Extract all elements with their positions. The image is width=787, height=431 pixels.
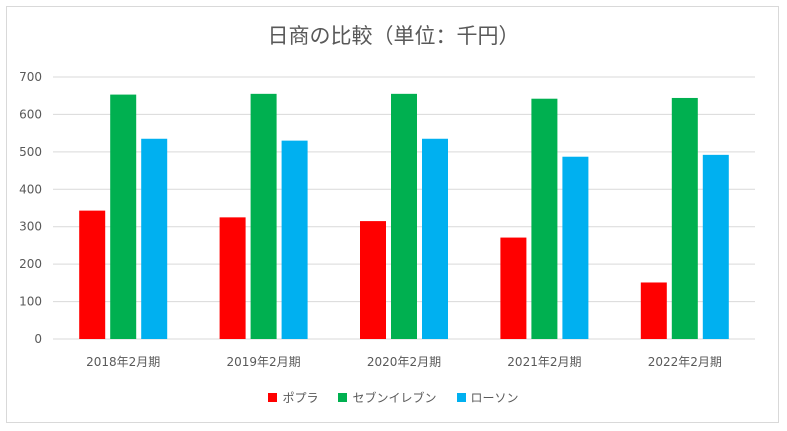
- x-tick-label: 2021年2月期: [507, 355, 581, 369]
- x-tick-label: 2020年2月期: [367, 355, 441, 369]
- y-tick-label: 100: [19, 295, 42, 309]
- bar: [500, 237, 527, 339]
- chart-legend: ポプラ セブンイレブン ローソン: [0, 389, 787, 406]
- bar: [250, 93, 277, 339]
- bar: [422, 138, 448, 339]
- bar: [281, 140, 308, 339]
- y-tick-label: 400: [19, 182, 42, 196]
- legend-label: ローソン: [470, 391, 519, 405]
- chart-title: 日商の比較（単位：千円）: [267, 24, 520, 48]
- legend-label: セブンイレブン: [352, 391, 437, 405]
- legend-swatch: [268, 393, 278, 402]
- legend-swatch: [338, 393, 348, 402]
- bar: [360, 221, 386, 339]
- x-tick-label: 2022年2月期: [648, 355, 722, 369]
- legend-item: セブンイレブン: [338, 389, 437, 406]
- bar: [141, 138, 168, 339]
- legend-item: ポプラ: [268, 389, 318, 406]
- legend-label: ポプラ: [282, 391, 319, 405]
- x-tick-label: 2019年2月期: [227, 355, 301, 369]
- y-tick-label: 300: [19, 220, 42, 234]
- y-tick-label: 0: [34, 332, 42, 346]
- bar: [79, 210, 106, 339]
- y-tick-label: 600: [19, 107, 42, 121]
- bar: [391, 93, 417, 339]
- legend-item: ローソン: [456, 389, 519, 406]
- y-tick-label: 200: [19, 257, 42, 271]
- bar: [671, 97, 698, 340]
- bar: [562, 156, 589, 339]
- x-tick-label: 2018年2月期: [86, 355, 160, 369]
- bar: [702, 154, 729, 339]
- y-tick-label: 500: [19, 145, 42, 159]
- bar: [110, 94, 137, 339]
- legend-swatch: [456, 393, 466, 402]
- bar: [640, 282, 667, 339]
- bar: [219, 217, 246, 339]
- y-tick-label: 700: [19, 70, 42, 84]
- bar: [531, 98, 558, 339]
